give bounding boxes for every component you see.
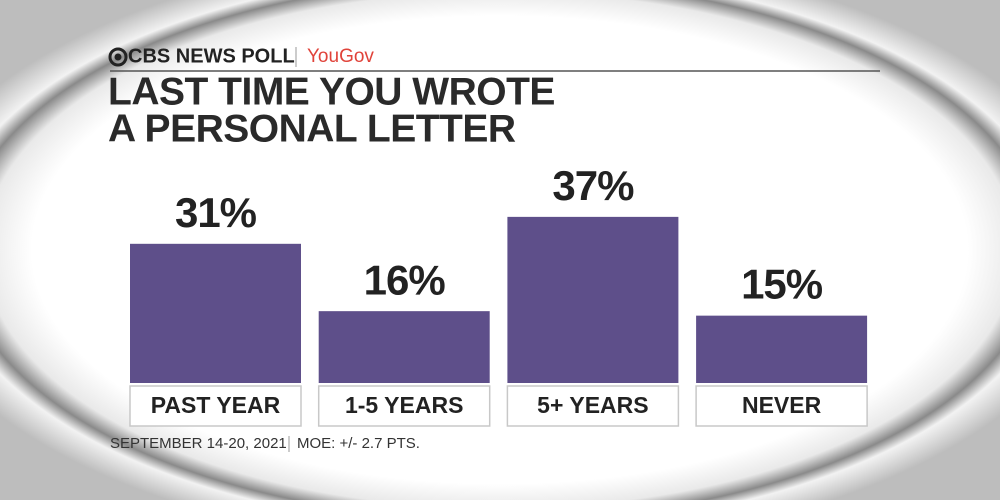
category-box (317, 385, 491, 427)
bar (507, 216, 679, 383)
category-label: 1-5 YEARS (345, 392, 463, 418)
category-label: 5+ YEARS (537, 392, 648, 418)
chart-title: LAST TIME YOU WROTE (108, 70, 555, 113)
bar (318, 311, 490, 383)
category-box (695, 385, 868, 427)
category-label: NEVER (742, 392, 822, 418)
footnote: SEPTEMBER 14-20, 2021 (110, 435, 287, 452)
bar (696, 315, 868, 383)
brand: CBS NEWS POLL (128, 45, 295, 67)
category-label: PAST YEAR (151, 392, 281, 418)
chart-title: A PERSONAL LETTER (108, 107, 516, 150)
value-label: 15% (741, 261, 823, 308)
value-label: 31% (175, 189, 257, 236)
value-label: 37% (552, 162, 634, 209)
category-box (129, 385, 302, 427)
footnote: MOE: +/- 2.7 PTS. (297, 435, 420, 452)
partner: YouGov (307, 46, 374, 67)
category-box (506, 385, 680, 427)
bar (130, 243, 301, 383)
cbs-logo (108, 47, 128, 67)
value-label: 16% (364, 256, 446, 303)
cbs-logo-pupil (114, 53, 122, 61)
